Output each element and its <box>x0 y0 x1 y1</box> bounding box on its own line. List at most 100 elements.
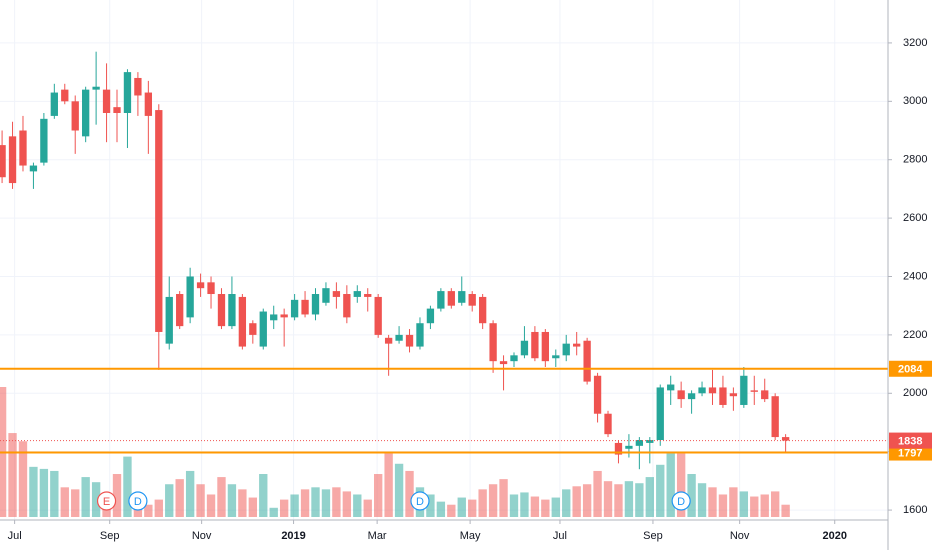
candle-body <box>698 387 706 394</box>
volume-bar <box>426 494 435 517</box>
price-label: 2084 <box>898 364 923 376</box>
volume-bar <box>154 499 163 517</box>
volume-bar <box>123 456 132 517</box>
candle-body <box>667 384 675 391</box>
volume-bar <box>750 496 759 517</box>
y-tick-label: 2200 <box>903 329 927 341</box>
volume-bar <box>91 482 101 517</box>
price-label: 1838 <box>898 435 922 447</box>
candle-body <box>249 323 257 335</box>
volume-bar <box>656 464 665 517</box>
candle-body <box>677 390 685 400</box>
candle-body <box>719 387 727 405</box>
volume-bar <box>770 491 780 517</box>
candle-body <box>656 387 664 440</box>
candle-body <box>155 110 163 332</box>
price-label: 1797 <box>898 447 922 459</box>
volume-bar <box>614 484 623 517</box>
volume-bar <box>541 499 550 517</box>
volume-bar <box>311 487 320 517</box>
candle-body <box>750 390 758 392</box>
x-tick-label: Sep <box>643 530 663 542</box>
volume-bar <box>248 497 257 517</box>
volume-bar <box>781 504 790 517</box>
volume-bar <box>279 499 289 517</box>
x-tick-label: May <box>460 530 481 542</box>
candle-body <box>343 294 351 318</box>
volume-bar <box>520 492 529 517</box>
candle-body <box>207 282 215 295</box>
volume-bar <box>760 494 769 517</box>
y-tick-label: 1600 <box>903 504 927 516</box>
candle-body <box>458 291 466 303</box>
candle-body <box>40 118 48 163</box>
volume-bar <box>697 483 707 517</box>
volume-bar <box>562 489 571 517</box>
candle-body <box>123 72 132 113</box>
volume-bar <box>259 474 268 517</box>
y-tick-label: 3200 <box>903 37 927 49</box>
candle-body <box>92 86 100 90</box>
y-tick-label: 2400 <box>903 270 927 282</box>
candle-body <box>489 323 497 362</box>
candle-body <box>332 291 341 297</box>
volume-bar <box>60 487 69 517</box>
candle-body <box>113 107 121 113</box>
volume-bar <box>81 477 90 517</box>
event-marker-label: E <box>103 496 110 508</box>
event-marker <box>671 491 691 511</box>
candle-body <box>102 89 111 113</box>
volume-bar <box>374 474 383 517</box>
candle-body <box>520 340 529 356</box>
candle-body <box>217 294 226 327</box>
event-marker <box>96 491 117 511</box>
x-tick-label: Sep <box>100 530 120 542</box>
volume-bar <box>509 494 519 517</box>
candle-body <box>510 355 518 362</box>
candle-body <box>416 323 424 347</box>
candle-body <box>405 334 414 347</box>
candle-body <box>604 413 612 435</box>
volume-bar <box>676 453 686 517</box>
candle-body <box>708 387 717 394</box>
candle-body <box>50 92 58 116</box>
y-tick-label: 3000 <box>903 95 927 107</box>
volume-bar <box>18 441 28 517</box>
x-tick-label: Mar <box>368 530 387 542</box>
volume-bar <box>478 489 487 517</box>
volume-bar <box>29 466 38 517</box>
volume-bar <box>593 470 602 517</box>
price-label-box <box>889 360 932 377</box>
volume-bar <box>39 468 49 517</box>
candle-body <box>583 340 591 382</box>
candle-body <box>593 375 602 414</box>
volume-bar <box>530 496 540 517</box>
volume-bar <box>185 470 195 517</box>
x-tick-label: 2019 <box>281 530 305 542</box>
volume-bar <box>332 487 341 517</box>
candle-body <box>499 361 508 365</box>
candle-body <box>687 393 696 400</box>
candle-body <box>29 165 38 172</box>
candle-body <box>186 276 194 318</box>
candle-body <box>311 294 320 315</box>
volume-bar <box>687 474 696 517</box>
candle-body <box>19 130 27 166</box>
candle-body <box>761 390 769 400</box>
volume-bar <box>353 494 362 517</box>
candle-body <box>280 314 288 318</box>
candle-body <box>71 101 79 131</box>
x-tick-label: Jul <box>553 530 567 542</box>
x-tick-label: 2020 <box>822 530 846 542</box>
volume-bar <box>436 501 446 517</box>
volume-bar <box>582 484 592 517</box>
candle-body <box>353 291 361 297</box>
volume-bar <box>321 489 331 517</box>
volume-bar <box>603 481 613 517</box>
candle-body <box>729 393 738 397</box>
volume-bar <box>8 433 17 517</box>
event-marker <box>128 491 148 511</box>
candle-body <box>0 145 6 178</box>
volume-bar <box>718 494 728 517</box>
